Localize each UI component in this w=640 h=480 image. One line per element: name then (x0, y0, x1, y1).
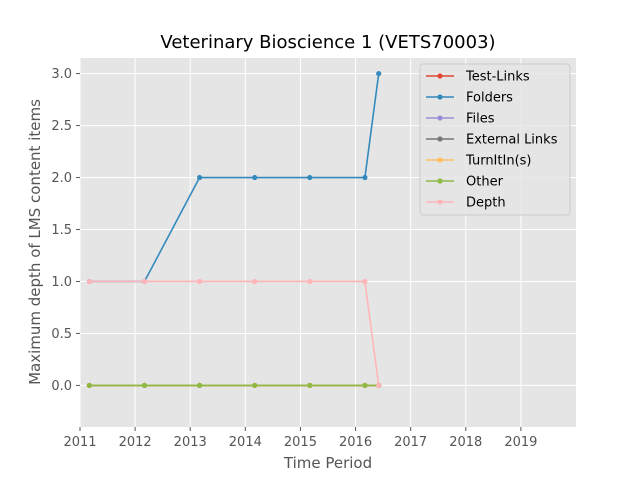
data-point-other (196, 382, 203, 389)
legend-label: Files (466, 112, 495, 127)
data-point-depth (307, 278, 313, 285)
legend-box (419, 63, 571, 216)
data-point-other (307, 382, 313, 389)
legend-label: Test-Links (465, 70, 530, 85)
y-tick-label: 1.0 (51, 275, 72, 290)
chart-title: Veterinary Bioscience 1 (VETS70003) (160, 32, 495, 53)
legend-marker (437, 178, 443, 184)
y-tick-label: 2.5 (51, 119, 72, 134)
x-tick-label: 2018 (449, 435, 482, 450)
x-tick-label: 2015 (284, 435, 317, 450)
data-point-depth (196, 278, 203, 285)
legend-item-test-links: Test-Links (426, 70, 530, 85)
data-point-depth (362, 278, 368, 285)
legend-item-other: Other (426, 175, 504, 190)
legend-label: Depth (466, 196, 506, 211)
legend-item-folders: Folders (426, 91, 513, 106)
x-tick-label: 2014 (229, 435, 262, 450)
series-depth (86, 278, 382, 389)
y-axis-title: Maximum depth of LMS content items (26, 99, 44, 385)
x-axis-title: Time Period (283, 454, 372, 472)
y-tick-label: 0.5 (51, 327, 72, 342)
x-tick-label: 2013 (174, 435, 207, 450)
legend-item-files: Files (426, 112, 495, 127)
legend-label: External Links (466, 133, 558, 148)
legend-item-depth: Depth (426, 196, 506, 211)
legend-label: Folders (466, 91, 513, 106)
legend-label: Other (466, 175, 504, 190)
legend-label: TurnItIn(s) (465, 154, 531, 169)
legend-marker (437, 94, 443, 100)
data-point-depth (376, 382, 382, 389)
legend-marker (437, 115, 443, 121)
legend-marker (437, 157, 443, 163)
data-point-folders (362, 174, 368, 181)
legend: Test-Links Folders Files External Links Turn… (419, 63, 571, 216)
data-point-other (141, 382, 148, 389)
data-point-depth (86, 278, 92, 285)
x-tick-label: 2011 (63, 435, 96, 450)
data-point-depth (252, 278, 258, 285)
data-point-folders (252, 174, 258, 181)
legend-marker (437, 199, 443, 205)
y-tick-label: 0.0 (51, 379, 72, 394)
y-axis-ticks: 0.0 0.5 1.0 1.5 2.0 2.5 3.0 (51, 67, 80, 394)
legend-marker (437, 73, 443, 79)
data-point-folders (196, 174, 203, 181)
data-point-depth (141, 278, 148, 285)
data-point-folders (376, 70, 382, 77)
y-tick-label: 1.5 (51, 223, 72, 238)
data-point-folders (307, 174, 313, 181)
x-tick-label: 2012 (119, 435, 152, 450)
legend-item-external-links: External Links (426, 133, 558, 148)
x-tick-label: 2017 (394, 435, 427, 450)
data-point-other (362, 382, 368, 389)
y-tick-label: 3.0 (51, 67, 72, 82)
legend-item-turnitin-s: TurnItIn(s) (426, 154, 531, 169)
x-tick-label: 2016 (339, 435, 372, 450)
x-tick-label: 2019 (504, 435, 537, 450)
series-group (86, 70, 382, 389)
data-point-other (86, 382, 92, 389)
legend-marker (437, 136, 443, 142)
y-tick-label: 2.0 (51, 171, 72, 186)
data-point-other (252, 382, 258, 389)
x-axis-ticks: 2011 2012 2013 2014 2015 2016 2017 2018 2019 (63, 427, 537, 450)
